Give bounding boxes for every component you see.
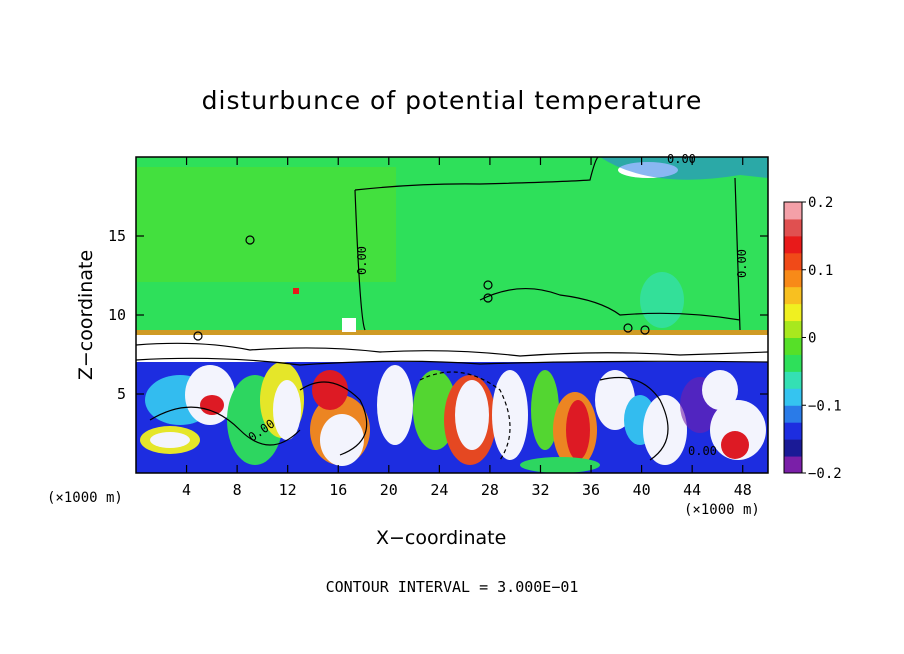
- colorbar-segment: [784, 439, 802, 457]
- x-tick-label: 8: [233, 481, 242, 499]
- y-tick-label: 15: [108, 227, 126, 245]
- colorbar-segment: [784, 405, 802, 423]
- colorbar-segment: [784, 354, 802, 372]
- contour-label: 0.00: [688, 444, 717, 458]
- x-tick-label: 28: [481, 481, 499, 499]
- colorbar-segment: [784, 286, 802, 305]
- colorbar-segment: [784, 269, 802, 288]
- colorbar-tick-label: −0.2: [808, 466, 842, 482]
- colorbar-segment: [784, 218, 802, 237]
- colorbar-segment: [784, 235, 802, 254]
- chart-title: disturbunce of potential temperature: [201, 86, 703, 115]
- colorbar-segment: [784, 388, 802, 406]
- colorbar-segment: [784, 202, 802, 220]
- colorbar-segment: [784, 337, 802, 355]
- colorbar-segment: [784, 252, 802, 271]
- x-tick-label: 24: [430, 481, 448, 499]
- x-tick-label: 16: [329, 481, 347, 499]
- x-tick-label: 48: [734, 481, 752, 499]
- y-axis-label: Z−coordinate: [75, 249, 97, 381]
- x-unit-label: (×1000 m): [47, 490, 123, 506]
- colorbar-segment: [784, 320, 802, 338]
- contour-interval-note: CONTOUR INTERVAL = 3.000E−01: [325, 578, 579, 596]
- x-tick-label: 32: [531, 481, 549, 499]
- colorbar-tick-label: 0: [808, 331, 816, 347]
- x-tick-label: 44: [683, 481, 701, 499]
- colorbar-segment: [784, 371, 802, 389]
- heatmap-field: [136, 157, 768, 473]
- colorbar: 0.2 0.1 0 −0.1 −0.2: [783, 195, 842, 482]
- contour-label: 0.00: [735, 249, 749, 278]
- x-tick-label: 36: [582, 481, 600, 499]
- y-axis: 5 10 15: [108, 227, 768, 403]
- contour-label: 0.00: [355, 246, 369, 275]
- colorbar-segment: [784, 422, 802, 440]
- x-tick-label: 4: [182, 481, 191, 499]
- colorbar-segment: [784, 456, 802, 474]
- x-axis: 4 8 12 16 20 24 28 32 36 40 44 48: [182, 157, 752, 499]
- y-tick-label: 5: [117, 385, 126, 403]
- colorbar-tick-label: −0.1: [808, 398, 842, 414]
- x-unit-label: (×1000 m): [684, 502, 760, 518]
- contour-label: 0.00: [667, 152, 696, 166]
- x-tick-label: 40: [633, 481, 651, 499]
- colorbar-tick-label: 0.1: [808, 263, 833, 279]
- colorbar-tick-label: 0.2: [808, 195, 833, 211]
- x-tick-label: 20: [380, 481, 398, 499]
- x-axis-label: X−coordinate: [376, 527, 507, 549]
- colorbar-segment: [784, 303, 802, 322]
- y-tick-label: 10: [108, 306, 126, 324]
- x-tick-label: 12: [279, 481, 297, 499]
